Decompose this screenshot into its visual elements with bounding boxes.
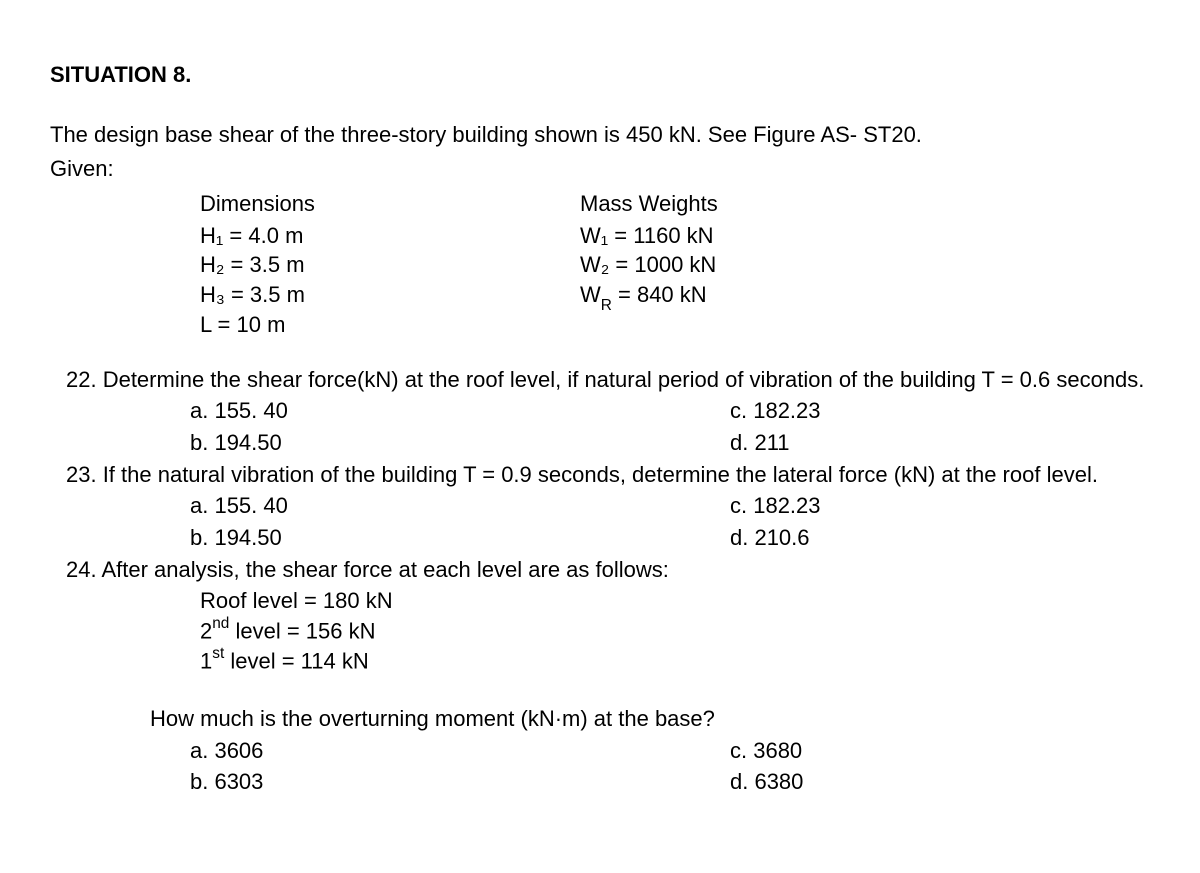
q22-opt-d: d. 211 [730,428,1030,458]
q22-options-row1: a. 155. 40 c. 182.23 [50,396,1150,426]
q22-text: 22. Determine the shear force(kN) at the… [50,365,1150,395]
dimensions-column: Dimensions H₁ = 4.0 m H₂ = 3.5 m H₃ = 3.… [200,189,580,339]
mass-w1: W₁ = 1160 kN [580,221,880,251]
intro-text: The design base shear of the three-story… [50,120,1150,150]
q23-opt-d: d. 210.6 [730,523,1030,553]
mass-wr: WR = 840 kN [580,280,880,314]
dim-h2: H₂ = 3.5 m [200,250,580,280]
situation-title: SITUATION 8. [50,60,1150,90]
q22-opt-c: c. 182.23 [730,396,1030,426]
q24-howmuch: How much is the overturning moment (kN·m… [50,704,1150,734]
q22-opt-b: b. 194.50 [190,428,730,458]
q23-opt-a: a. 155. 40 [190,491,730,521]
dimensions-header: Dimensions [200,189,580,219]
q22-opt-a: a. 155. 40 [190,396,730,426]
q24-second: 2nd level = 156 kN [50,616,1150,646]
q24-first: 1st level = 114 kN [50,646,1150,676]
mass-w2: W₂ = 1000 kN [580,250,880,280]
q24-options-row1: a. 3606 c. 3680 [50,736,1150,766]
q22-options-row2: b. 194.50 d. 211 [50,428,1150,458]
q23-text: 23. If the natural vibration of the buil… [50,460,1150,490]
dim-h1: H₁ = 4.0 m [200,221,580,251]
mass-header: Mass Weights [580,189,880,219]
mass-column: Mass Weights W₁ = 1160 kN W₂ = 1000 kN W… [580,189,880,339]
dim-h3: H₃ = 3.5 m [200,280,580,310]
q23-opt-b: b. 194.50 [190,523,730,553]
q23-opt-c: c. 182.23 [730,491,1030,521]
q24-opt-a: a. 3606 [190,736,730,766]
dim-l: L = 10 m [200,310,580,340]
q24-opt-c: c. 3680 [730,736,1030,766]
given-label: Given: [50,154,1150,184]
q24-options-row2: b. 6303 d. 6380 [50,767,1150,797]
q23-options-row1: a. 155. 40 c. 182.23 [50,491,1150,521]
given-columns: Dimensions H₁ = 4.0 m H₂ = 3.5 m H₃ = 3.… [50,189,1150,339]
q23-options-row2: b. 194.50 d. 210.6 [50,523,1150,553]
q24-opt-d: d. 6380 [730,767,1030,797]
q24-roof: Roof level = 180 kN [50,586,1150,616]
q24-text: 24. After analysis, the shear force at e… [50,555,1150,585]
q24-opt-b: b. 6303 [190,767,730,797]
